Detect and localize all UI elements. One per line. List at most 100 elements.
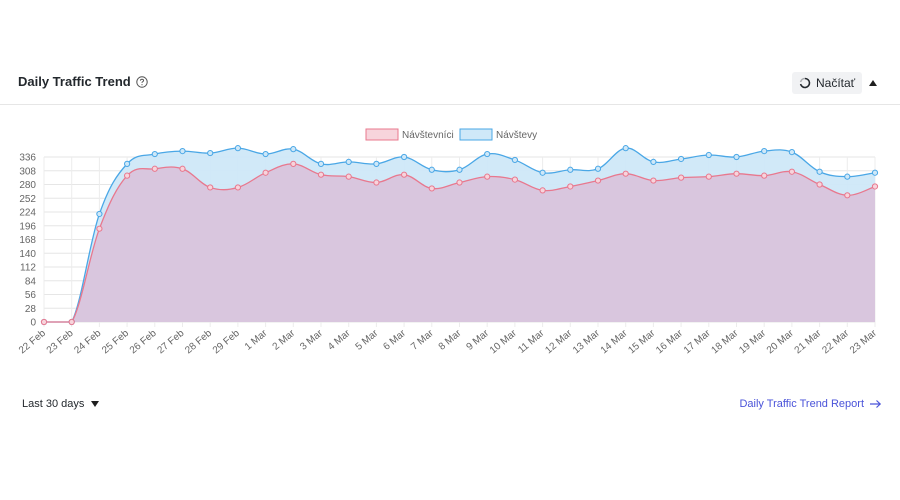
- x-tick-label: 13 Mar: [571, 327, 602, 356]
- visits-point: [262, 150, 269, 158]
- x-tick-label: 18 Mar: [710, 327, 741, 356]
- visitors-point: [234, 184, 241, 191]
- x-tick-label: 1 Mar: [243, 327, 270, 352]
- x-tick-label: 27 Feb: [156, 328, 187, 357]
- x-tick-label: 16 Mar: [654, 327, 685, 356]
- visitors-point: [594, 177, 602, 184]
- visits-point: [567, 166, 574, 173]
- visits-point: [650, 158, 657, 166]
- widget-header: Daily Traffic Trend Načítať: [0, 62, 900, 105]
- x-tick-label: 21 Mar: [793, 327, 824, 356]
- x-tick-label: 5 Mar: [354, 327, 381, 352]
- x-tick-label: 28 Feb: [183, 328, 214, 357]
- x-tick-label: 25 Feb: [100, 328, 131, 357]
- visitors-point: [705, 173, 712, 180]
- widget-title: Daily Traffic Trend: [18, 74, 131, 89]
- x-tick-label: 20 Mar: [765, 327, 796, 356]
- visits-point: [373, 160, 380, 167]
- visitors-area: [44, 163, 875, 322]
- visits-point: [456, 166, 463, 173]
- visits-point: [484, 150, 491, 158]
- x-tick-label: 15 Mar: [626, 327, 657, 356]
- x-tick-label: 4 Mar: [326, 327, 353, 352]
- visitors-point: [428, 185, 435, 192]
- y-tick-label: 280: [19, 180, 36, 191]
- visitors-point: [511, 176, 519, 183]
- visits-point: [705, 151, 712, 159]
- visits-point: [844, 173, 851, 180]
- range-selector[interactable]: Last 30 days: [22, 398, 100, 410]
- x-tick-label: 26 Feb: [128, 328, 159, 357]
- visitors-point: [40, 318, 48, 326]
- visitors-point: [151, 165, 158, 172]
- visits-point: [317, 160, 325, 167]
- chart-legend: Návštevníci Návštevy: [365, 128, 537, 141]
- x-tick-label: 12 Mar: [543, 327, 574, 356]
- report-link-label: Daily Traffic Trend Report: [739, 398, 864, 410]
- legend-label-visitors: Návštevníci: [402, 130, 454, 141]
- y-tick-label: 28: [25, 304, 37, 315]
- visits-point: [733, 153, 740, 161]
- x-tick-label: 22 Feb: [17, 328, 48, 357]
- visits-point: [207, 149, 214, 157]
- visitors-point: [484, 173, 491, 180]
- x-tick-label: 8 Mar: [437, 327, 464, 352]
- visits-point: [234, 145, 241, 152]
- x-tick-label: 17 Mar: [682, 327, 713, 356]
- visits-point: [871, 169, 879, 176]
- x-tick-label: 23 Mar: [848, 327, 879, 356]
- arrow-right-icon: [870, 399, 882, 409]
- y-tick-label: 252: [19, 194, 36, 205]
- visitors-point: [871, 183, 879, 190]
- collapse-button[interactable]: [866, 76, 880, 90]
- y-tick-label: 224: [19, 208, 36, 219]
- visitors-point: [68, 318, 75, 326]
- x-tick-label: 10 Mar: [488, 327, 519, 356]
- visits-point: [678, 155, 685, 163]
- visitors-point: [290, 160, 297, 167]
- traffic-chart: 0 28 56 84 112 140 168 196 224 252 280 308 336 22 Feb…: [17, 128, 879, 357]
- x-tick-label: 22 Mar: [820, 327, 851, 356]
- x-tick-label: 11 Mar: [516, 327, 547, 355]
- legend-swatch-visitors: [365, 128, 399, 141]
- visits-point: [96, 210, 103, 218]
- visits-point: [290, 146, 297, 153]
- load-button[interactable]: Načítať: [792, 72, 863, 94]
- visitors-point: [733, 170, 740, 177]
- y-tick-label: 56: [25, 290, 37, 301]
- visits-point: [179, 148, 186, 155]
- visits-point: [622, 145, 629, 152]
- visitors-point: [456, 179, 463, 186]
- visitors-point: [816, 181, 823, 188]
- visits-point: [816, 168, 823, 175]
- y-tick-label: 112: [20, 263, 36, 274]
- x-tick-label: 2 Mar: [271, 327, 298, 352]
- y-tick-label: 0: [30, 318, 36, 329]
- visitors-point: [207, 184, 214, 191]
- visitors-point: [844, 192, 851, 199]
- visitors-point: [788, 168, 796, 175]
- visitors-point: [262, 169, 269, 176]
- legend-swatch-visits: [459, 128, 493, 141]
- report-link[interactable]: Daily Traffic Trend Report: [739, 398, 882, 410]
- x-tick-label: 14 Mar: [599, 327, 630, 356]
- x-tick-label: 23 Feb: [45, 328, 76, 357]
- visitors-point: [345, 173, 352, 180]
- x-tick-label: 3 Mar: [298, 327, 325, 352]
- help-circle-icon[interactable]: [136, 75, 148, 88]
- title-wrap: Daily Traffic Trend: [18, 74, 148, 89]
- visits-point: [594, 165, 602, 172]
- visits-point: [428, 166, 435, 173]
- visitors-point: [179, 165, 186, 172]
- y-tick-label: 84: [25, 276, 37, 287]
- y-tick-label: 140: [19, 249, 36, 260]
- visits-point: [401, 153, 408, 161]
- visits-point: [124, 160, 131, 167]
- visitors-point: [373, 179, 380, 186]
- y-tick-label: 336: [19, 153, 36, 164]
- range-label: Last 30 days: [22, 398, 85, 410]
- visits-point: [345, 158, 352, 166]
- visitors-point: [317, 171, 325, 178]
- y-tick-label: 308: [19, 166, 36, 177]
